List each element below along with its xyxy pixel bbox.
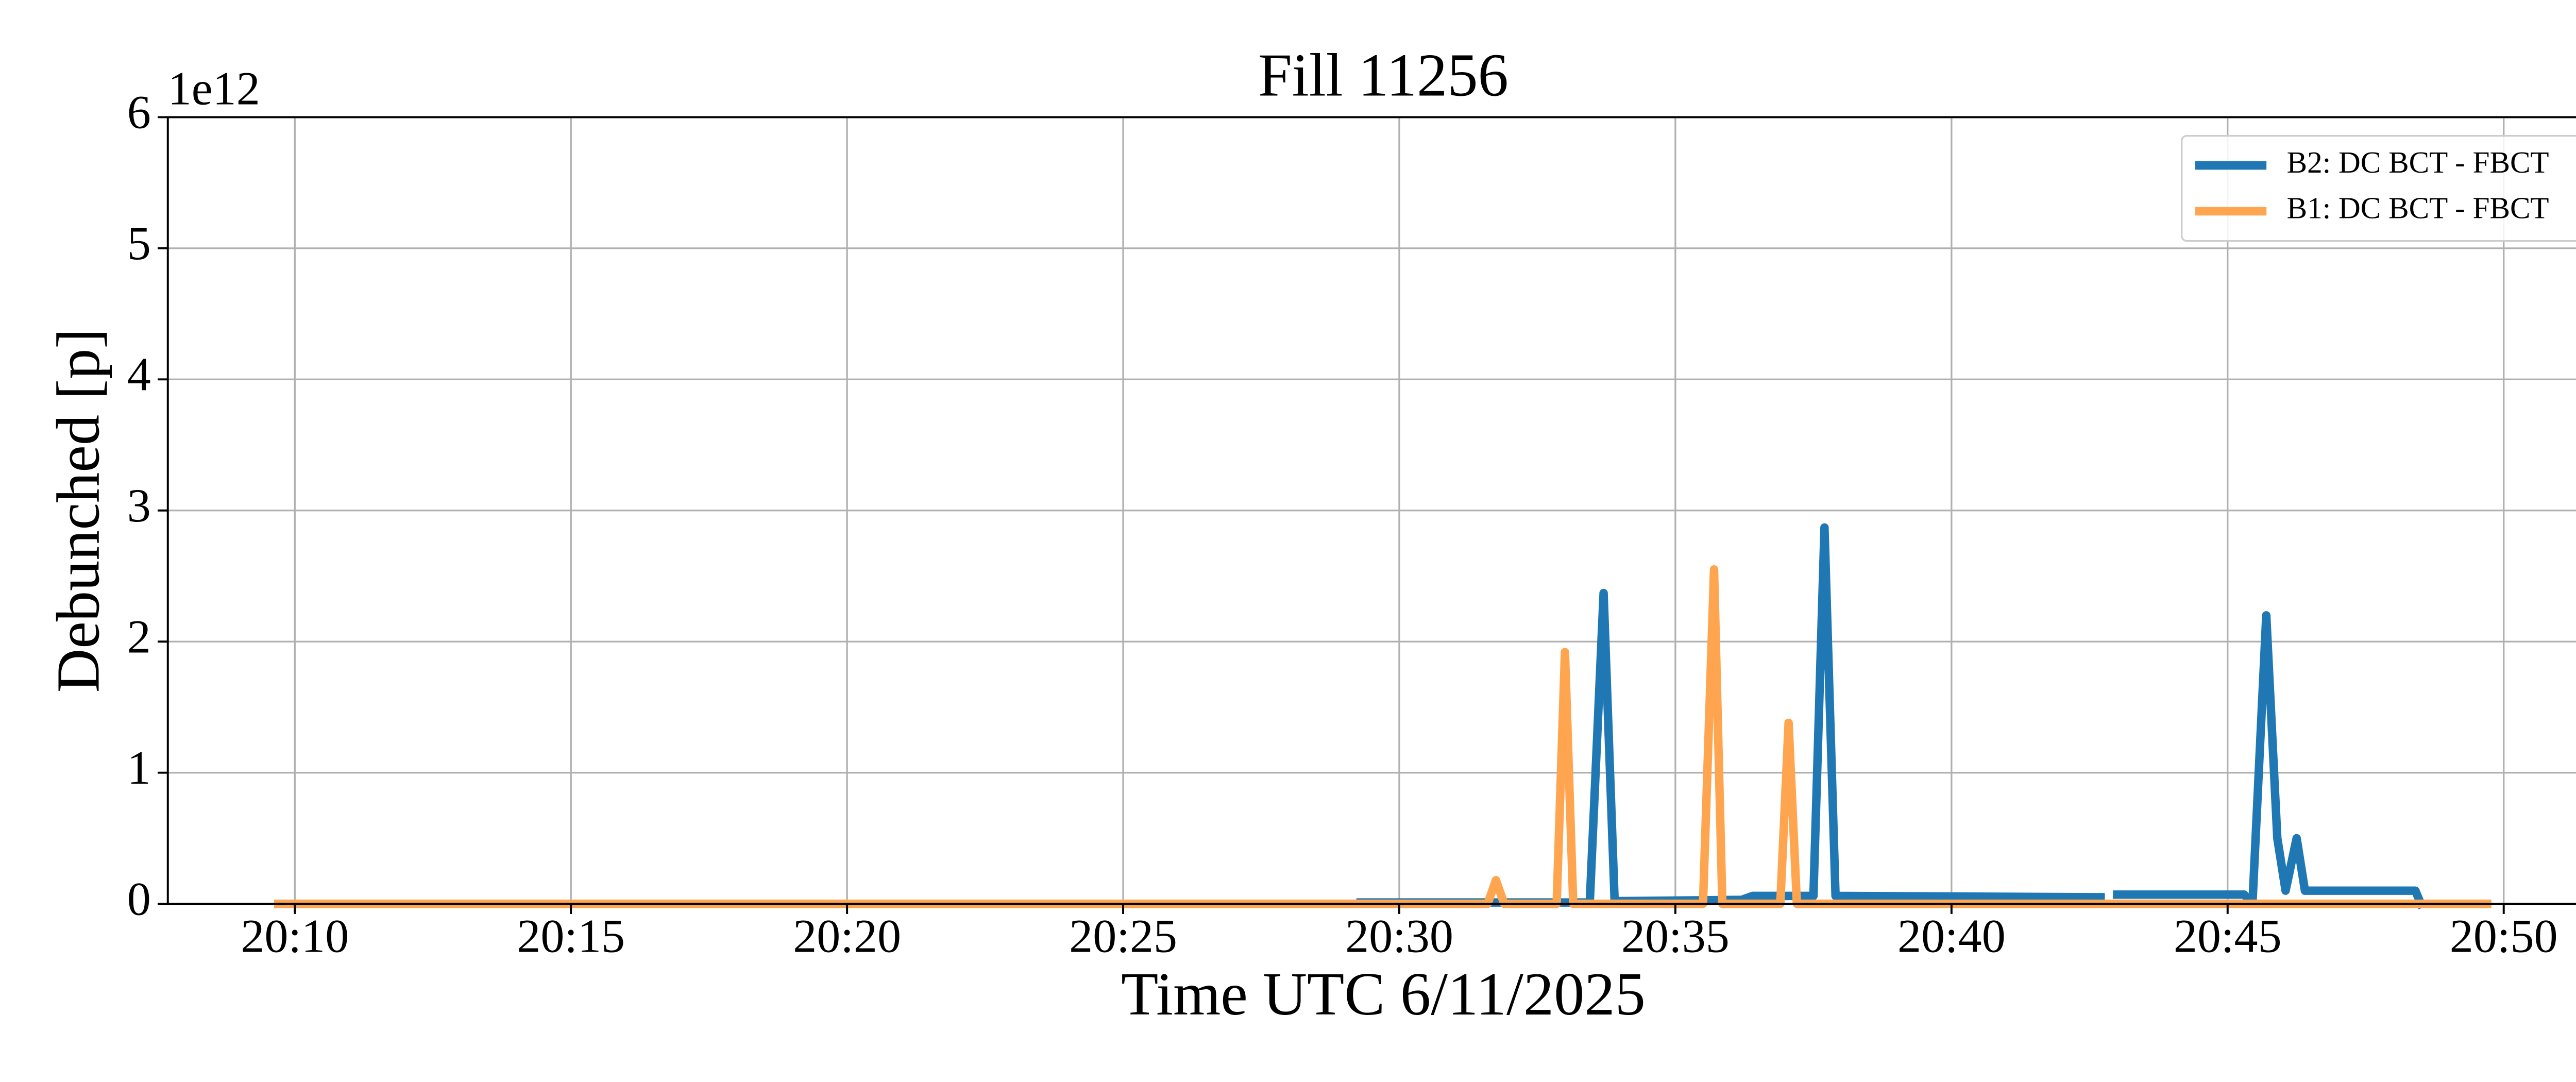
legend-label: B2: DC BCT - FBCT <box>2287 145 2549 179</box>
y-tick-label: 0 <box>127 872 151 925</box>
series-line <box>1356 523 2427 909</box>
y-tick-label: 6 <box>127 86 151 139</box>
x-axis-label: Time UTC 6/11/2025 <box>1121 960 1646 1028</box>
x-tick-label: 20:20 <box>793 910 901 962</box>
y-tick-label: 4 <box>127 348 151 400</box>
grid <box>167 116 2576 905</box>
chart-title: Fill 11256 <box>1258 41 1509 109</box>
y-tick-label: 3 <box>127 479 151 532</box>
x-tick-label: 20:25 <box>1069 910 1177 962</box>
legend: B2: DC BCT - FBCT B1: DC BCT - FBCT <box>2181 134 2576 242</box>
x-tick-label: 20:45 <box>2174 910 2282 962</box>
y-offset-label: 1e12 <box>168 62 260 114</box>
x-tick-label: 20:50 <box>2450 910 2558 962</box>
y-tick-label: 1 <box>127 741 151 794</box>
x-tick-label: 20:30 <box>1345 910 1453 962</box>
x-tick-label: 20:15 <box>517 910 625 962</box>
series-line <box>274 565 2492 908</box>
legend-label: B1: DC BCT - FBCT <box>2287 191 2549 225</box>
x-tick-label: 20:40 <box>1897 910 2006 962</box>
x-tick-label: 20:10 <box>241 910 349 962</box>
x-tick-label: 20:35 <box>1621 910 1730 962</box>
y-tick-label: 5 <box>127 217 151 269</box>
ticks: 0 1 2 3 4 5 6 20:10 20:15 20:20 20:25 20:30 20:35 20:… <box>127 86 2558 962</box>
legend-box <box>2181 134 2576 242</box>
plot-lines <box>274 523 2492 909</box>
y-axis-label: Debunched [p] <box>44 328 112 692</box>
y-tick-label: 2 <box>127 610 151 663</box>
